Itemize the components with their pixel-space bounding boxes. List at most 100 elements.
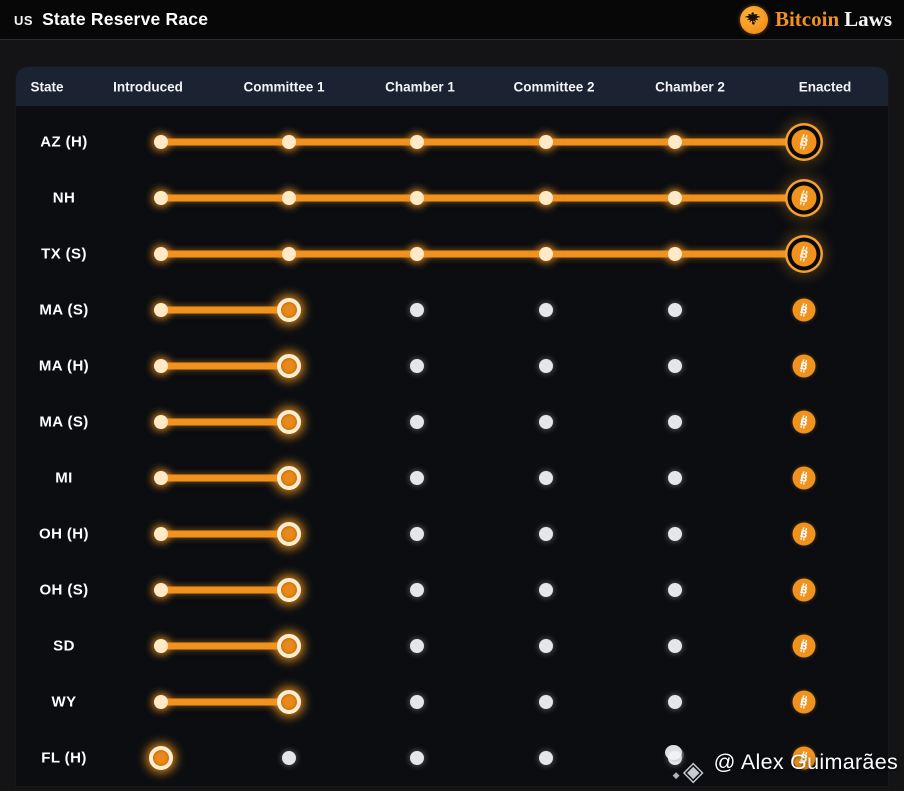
stage-dot-done [154, 639, 168, 653]
table-row[interactable]: OH (H) B [16, 506, 888, 562]
stage-dot-pending [539, 359, 553, 373]
table-row[interactable]: AZ (H) B [16, 114, 888, 170]
stage-dot-current [277, 354, 301, 378]
watermark: ◆ ◈ @ Alex Guimarães [660, 741, 898, 785]
stage-dot-done [154, 247, 168, 261]
bitcoin-icon: B [791, 129, 817, 155]
stage-dot-done [282, 135, 296, 149]
table-row[interactable]: FL (H) B [16, 730, 888, 786]
stage-dot-current [277, 522, 301, 546]
stage-dot-done [154, 471, 168, 485]
table-row[interactable]: MA (S) B [16, 394, 888, 450]
state-label: MA (S) [39, 301, 89, 319]
bitcoin-icon: B [791, 241, 817, 267]
brand-name: Bitcoin Laws [775, 7, 892, 32]
state-label: MA (H) [38, 357, 90, 375]
stage-dot-pending [668, 415, 682, 429]
progress-line [161, 250, 804, 258]
bitcoin-icon: B [792, 578, 816, 602]
bitcoin-icon: B [792, 634, 816, 658]
column-header-introduced: Introduced [113, 79, 183, 94]
stage-dot-pending [282, 751, 296, 765]
stage-dot-pending [539, 751, 553, 765]
stage-dot-done [539, 247, 553, 261]
stage-dot-done [154, 135, 168, 149]
table-row[interactable]: SD B [16, 618, 888, 674]
page-title-group: US State Reserve Race [14, 9, 208, 30]
stage-dot-done [154, 527, 168, 541]
column-header-enacted: Enacted [798, 79, 852, 94]
stage-dot-done [154, 415, 168, 429]
stage-dot-pending [668, 471, 682, 485]
bitcoin-icon: B [792, 466, 816, 490]
stage-dot-pending [539, 527, 553, 541]
state-label: MA (S) [39, 413, 89, 431]
brand-name-laws: Laws [844, 7, 892, 31]
stage-dot-done [668, 135, 682, 149]
state-label: NH [52, 189, 76, 207]
stage-dot-pending [410, 751, 424, 765]
table-row[interactable]: TX (S) B [16, 226, 888, 282]
stage-dot-done [154, 583, 168, 597]
column-header-chamber-1: Chamber 1 [385, 79, 455, 94]
table-row[interactable]: WY B [16, 674, 888, 730]
column-header-committee-2: Committee 2 [513, 79, 595, 94]
stage-dot-current [149, 746, 173, 770]
brand-logo[interactable]: Bitcoin Laws [739, 5, 892, 34]
stage-dot-done [282, 191, 296, 205]
stage-dot-pending [668, 583, 682, 597]
page-body: State Introduced Committee 1 Chamber 1 Commi… [0, 40, 904, 786]
svg-text:B: B [798, 134, 810, 150]
table-body: AZ (H) B NH B TX (S) B MA (S) B MA (H) B MA (S) B MI… [16, 106, 888, 786]
svg-text:B: B [799, 697, 809, 709]
bitcoin-icon: B [792, 410, 816, 434]
stage-dot-done [410, 135, 424, 149]
progress-line [161, 306, 289, 314]
stage-dot-done [154, 303, 168, 317]
table-row[interactable]: MA (S) B [16, 282, 888, 338]
state-label: OH (H) [39, 525, 89, 543]
state-label: OH (S) [39, 581, 89, 599]
stage-dot-current [277, 298, 301, 322]
table-row[interactable]: NH B [16, 170, 888, 226]
stage-dot-done [154, 191, 168, 205]
table-row[interactable]: OH (S) B [16, 562, 888, 618]
us-flag-icon: US [14, 13, 34, 28]
stage-dot-pending [410, 527, 424, 541]
stage-dot-pending [410, 359, 424, 373]
stage-dot-current [277, 410, 301, 434]
stage-dot-pending [539, 583, 553, 597]
svg-text:B: B [798, 246, 810, 262]
eagle-seal-icon [739, 5, 768, 34]
bitcoin-icon: B [792, 522, 816, 546]
app-header: US State Reserve Race Bitcoin Laws [0, 0, 904, 40]
race-table-card: State Introduced Committee 1 Chamber 1 Commi… [16, 67, 888, 786]
stage-dot-done [410, 247, 424, 261]
watermark-logo-icon: ◆ ◈ [660, 741, 706, 785]
stage-dot-current [277, 578, 301, 602]
brand-name-bitcoin: Bitcoin [774, 7, 840, 31]
stage-dot-pending [668, 639, 682, 653]
progress-line [161, 586, 289, 594]
stage-dot-pending [539, 471, 553, 485]
svg-text:B: B [799, 753, 809, 765]
stage-dot-pending [410, 303, 424, 317]
bitcoin-icon: B [792, 298, 816, 322]
progress-line [161, 530, 289, 538]
progress-line [161, 698, 289, 706]
stage-dot-pending [410, 583, 424, 597]
stage-dot-pending [410, 639, 424, 653]
stage-dot-done [539, 135, 553, 149]
stage-dot-done [539, 191, 553, 205]
table-row[interactable]: MA (H) B [16, 338, 888, 394]
state-label: FL (H) [41, 749, 87, 767]
stage-dot-done [282, 247, 296, 261]
svg-text:B: B [799, 361, 809, 373]
svg-text:B: B [799, 417, 809, 429]
table-row[interactable]: MI B [16, 450, 888, 506]
bitcoin-icon: B [792, 690, 816, 714]
progress-line [161, 418, 289, 426]
progress-line [161, 362, 289, 370]
state-label: MI [55, 469, 73, 487]
progress-line [161, 194, 804, 202]
